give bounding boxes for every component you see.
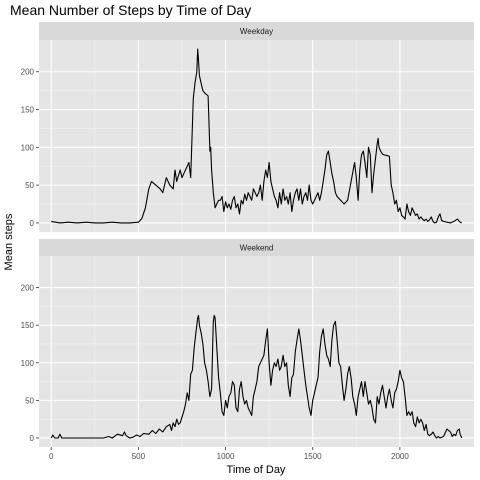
- y-tick-label: 200: [21, 284, 35, 293]
- x-tick-label: 1500: [304, 452, 322, 461]
- y-tick-label: 50: [25, 396, 34, 405]
- facet-strip: [39, 22, 474, 40]
- y-tick-label: 100: [21, 143, 35, 152]
- x-tick-label: 1000: [217, 452, 235, 461]
- plot-panel: [39, 256, 474, 447]
- facet-strip: [39, 239, 474, 256]
- x-tick-label: 2000: [391, 452, 409, 461]
- y-tick-label: 150: [21, 106, 35, 115]
- y-tick-label: 200: [21, 68, 35, 77]
- facet-strip-label: Weekend: [240, 244, 274, 253]
- y-tick-label: 150: [21, 321, 35, 330]
- y-tick-label: 50: [25, 181, 34, 190]
- series-line: [50, 314, 463, 439]
- y-tick-label: 100: [21, 359, 35, 368]
- y-axis-title: Mean steps: [3, 213, 15, 270]
- x-tick-label: 0: [49, 452, 54, 461]
- plot-panel: [39, 40, 474, 232]
- x-tick-label: 500: [132, 452, 146, 461]
- y-tick-label: 0: [30, 219, 35, 228]
- series-line: [51, 48, 463, 224]
- y-tick-label: 0: [30, 434, 35, 443]
- x-axis-title: Time of Day: [227, 464, 286, 476]
- chart-title: Mean Number of Steps by Time of Day: [10, 2, 252, 18]
- facet-strip-label: Weekday: [240, 27, 273, 36]
